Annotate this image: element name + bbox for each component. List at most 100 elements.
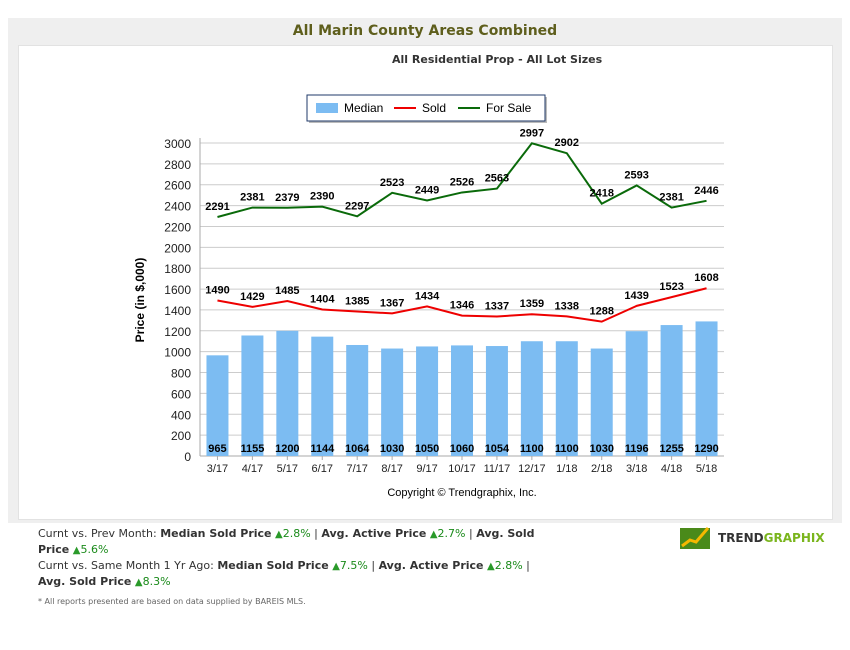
x-tick-label: 3/17 (207, 463, 228, 475)
x-tick-label: 1/18 (556, 463, 577, 475)
line-for-sale (217, 142, 707, 218)
x-tick-label: 3/18 (626, 463, 647, 475)
y-tick-label: 2400 (164, 200, 191, 214)
year-active: 2.8% (494, 559, 523, 572)
x-tick-label: 4/18 (661, 463, 682, 475)
line-data-label: 2593 (624, 169, 648, 181)
x-tick-label: 5/17 (277, 463, 298, 475)
bar-median (485, 346, 508, 456)
line-data-label: 1385 (345, 295, 369, 307)
sep: | (526, 559, 530, 572)
bar-data-label: 1054 (485, 443, 510, 455)
bar-median (555, 341, 578, 456)
line-data-label: 2446 (694, 185, 718, 197)
sep: | (371, 559, 376, 572)
median-label: Median Sold Price (217, 559, 329, 572)
bar-data-label: 1030 (589, 443, 613, 455)
x-tick-label: 7/17 (346, 463, 367, 475)
prev-label: Curnt vs. Prev Month: (38, 527, 157, 540)
line-data-label: 2449 (415, 184, 439, 196)
line-data-label: 1429 (240, 291, 264, 303)
bar-data-label: 1060 (450, 443, 474, 455)
x-tick-label: 11/17 (484, 463, 511, 475)
line-data-label: 1490 (205, 285, 229, 297)
x-axis-label: Copyright © Trendgraphix, Inc. (387, 487, 536, 499)
x-tick-label: 2/18 (591, 463, 612, 475)
active-label: Avg. Active Price (378, 559, 484, 572)
bar-data-label: 965 (208, 443, 226, 455)
trendgraphix-logo: TRENDGRAPHIX (680, 526, 825, 550)
bar-median (311, 336, 334, 456)
data-source-note: * All reports presented are based on dat… (38, 597, 306, 606)
up-triangle-icon: ▲ (332, 561, 340, 572)
bar-median (381, 348, 404, 456)
legend-label: Median (344, 101, 383, 115)
line-data-label: 1523 (659, 281, 683, 293)
bar-data-label: 1155 (240, 443, 264, 455)
y-tick-label: 600 (171, 387, 191, 401)
line-data-label: 2390 (310, 191, 334, 203)
line-data-label: 2381 (240, 192, 264, 204)
legend-swatch-median (316, 103, 338, 113)
up-triangle-icon: ▲ (487, 561, 495, 572)
line-data-label: 1359 (520, 298, 544, 310)
line-data-label: 2379 (275, 192, 299, 204)
bar-median (625, 331, 648, 456)
bar-data-label: 1100 (555, 443, 579, 455)
line-data-label: 1338 (555, 300, 579, 312)
x-tick-label: 6/17 (312, 463, 333, 475)
x-tick-label: 12/17 (518, 463, 546, 475)
legend-label: For Sale (486, 101, 532, 115)
bar-median (346, 344, 369, 456)
line-data-label: 1485 (275, 285, 299, 297)
up-triangle-icon: ▲ (429, 529, 438, 540)
x-tick-label: 8/17 (381, 463, 402, 475)
median-label: Median Sold Price (160, 527, 272, 540)
y-axis-label: Price (in $,000) (133, 258, 147, 343)
stats-summary: Curnt vs. Prev Month: Median Sold Price … (38, 526, 538, 590)
x-tick-label: 5/18 (696, 463, 717, 475)
bar-median (241, 335, 264, 456)
chart-subtitle: All Residential Prop - All Lot Sizes (392, 53, 603, 66)
y-tick-label: 2800 (164, 158, 191, 172)
report-title: All Marin County Areas Combined (292, 23, 558, 39)
bar-median (416, 346, 439, 456)
line-data-label: 2902 (555, 137, 579, 149)
bar-data-label: 1290 (694, 443, 718, 455)
line-data-label: 1404 (310, 294, 335, 306)
line-data-label: 1439 (624, 290, 648, 302)
up-triangle-icon: ▲ (72, 545, 81, 556)
y-tick-label: 2000 (164, 241, 191, 255)
line-data-label: 2523 (380, 177, 404, 189)
y-tick-label: 1600 (164, 283, 191, 297)
sold-label: Avg. Sold Price (38, 527, 535, 556)
line-data-label: 2563 (485, 173, 509, 185)
bar-median (590, 348, 613, 456)
line-data-label: 2381 (659, 192, 683, 204)
x-tick-label: 9/17 (416, 463, 437, 475)
bar-data-label: 1100 (520, 443, 544, 455)
prev-active: 2.7% (437, 527, 466, 540)
x-tick-label: 4/17 (242, 463, 263, 475)
y-tick-label: 200 (171, 429, 191, 443)
year-sold: 8.3% (142, 575, 171, 588)
y-tick-label: 3000 (164, 137, 191, 151)
y-tick-label: 400 (171, 408, 191, 422)
bar-data-label: 1030 (380, 443, 404, 455)
line-data-label: 2418 (589, 188, 613, 200)
active-label: Avg. Active Price (321, 527, 427, 540)
bar-median (451, 345, 473, 456)
line-data-label: 1434 (415, 290, 440, 302)
bar-median (660, 325, 683, 456)
y-tick-label: 1000 (164, 346, 191, 360)
sold-label: Avg. Sold Price (38, 575, 132, 588)
prev-sold: 5.6% (80, 543, 109, 556)
y-tick-label: 1400 (164, 304, 191, 318)
line-data-label: 1346 (450, 300, 474, 312)
line-data-label: 2997 (520, 127, 544, 139)
line-data-label: 1337 (485, 301, 509, 313)
bar-data-label: 1064 (345, 443, 370, 455)
line-data-label: 1367 (380, 297, 404, 309)
legend-label: Sold (422, 101, 446, 115)
bar-data-label: 1200 (275, 443, 299, 455)
